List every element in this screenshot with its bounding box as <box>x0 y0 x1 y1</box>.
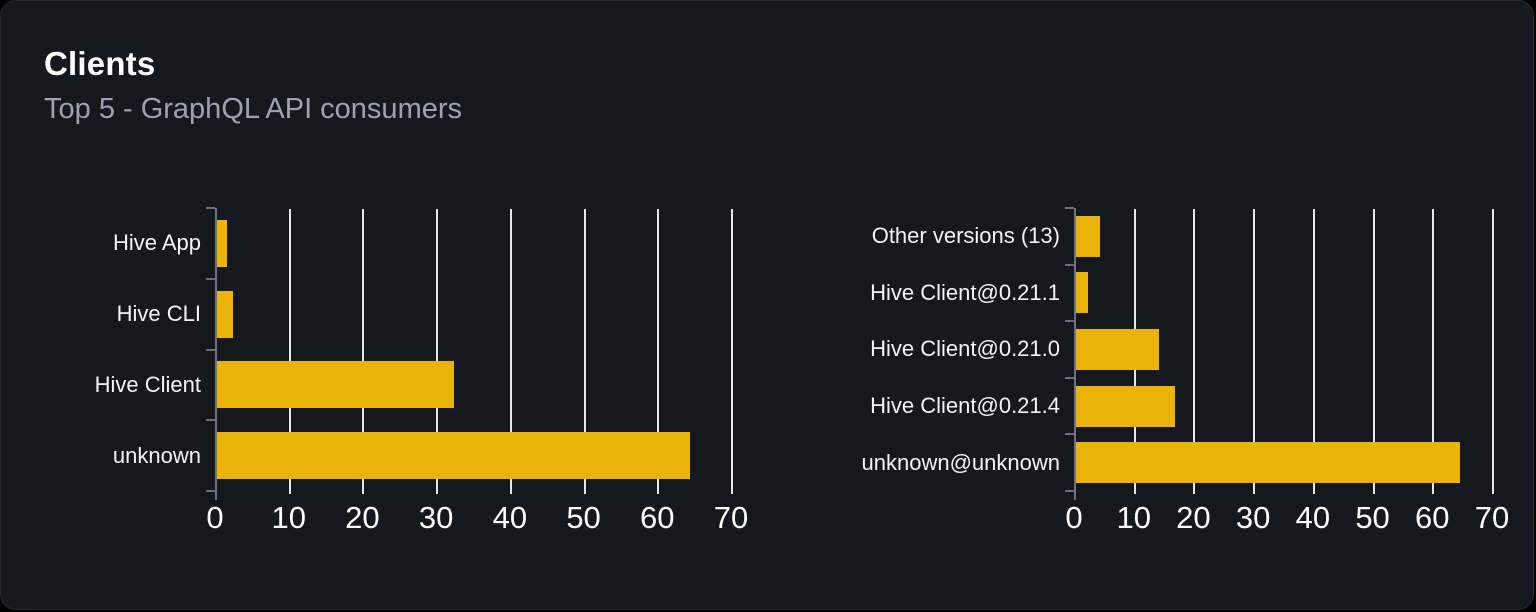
x-axis-tick-label: 10 <box>1116 500 1151 535</box>
bar <box>1076 442 1460 484</box>
x-axis-tick-label: 30 <box>1235 500 1271 535</box>
category-label: Hive App <box>112 230 201 256</box>
x-axis-tick-label: 30 <box>418 500 454 535</box>
category-label: Hive Client <box>94 371 201 397</box>
category-label: Hive CLI <box>116 301 201 327</box>
category-label: unknown <box>112 442 201 468</box>
bar <box>1076 215 1100 257</box>
y-axis-tick <box>206 277 215 280</box>
gridline <box>362 209 365 494</box>
plot-area: 0 10 20 30 40 50 60 70 <box>206 207 760 533</box>
category-labels: Hive App Hive CLI Hive Client unknown <box>44 208 215 491</box>
gridline <box>1193 209 1196 494</box>
y-axis-tick <box>1065 376 1074 379</box>
y-axis-tick <box>206 490 215 492</box>
y-axis-tick <box>206 348 215 351</box>
plot-area: 0 10 20 30 40 50 60 70 <box>1065 207 1509 533</box>
x-axis-origin-tick <box>215 491 217 500</box>
category-label: Hive Client@0.21.4 <box>870 393 1060 419</box>
category-label: Hive Client@0.21.0 <box>870 336 1060 362</box>
y-axis-tick <box>1065 263 1074 266</box>
bar <box>217 219 228 267</box>
gridline <box>1372 209 1375 494</box>
bar <box>217 432 691 480</box>
x-axis-tick-label: 40 <box>1295 500 1331 535</box>
x-axis-origin-tick <box>1074 491 1076 500</box>
card-title: Clients <box>44 45 156 82</box>
gridline <box>731 209 733 494</box>
gridline <box>1253 209 1256 494</box>
bar <box>1076 385 1175 427</box>
gridline <box>436 209 439 494</box>
y-axis-tick <box>1065 433 1074 436</box>
y-axis-line <box>1074 208 1076 493</box>
y-axis-tick <box>1065 207 1074 209</box>
x-axis-tick-label: 20 <box>345 500 380 535</box>
x-axis-tick-label: 10 <box>271 500 306 535</box>
gridline <box>1492 209 1494 494</box>
gridline <box>288 209 291 494</box>
x-axis-tick-label: 70 <box>1474 500 1510 535</box>
category-label: Other versions (13) <box>871 223 1060 249</box>
x-axis-tick-label: 70 <box>713 500 749 535</box>
y-axis-tick <box>206 207 215 209</box>
gridline <box>509 209 512 494</box>
x-axis-tick-label: 40 <box>492 500 528 535</box>
gridline <box>657 209 660 494</box>
category-label: Hive Client@0.21.1 <box>870 279 1060 305</box>
bar <box>217 361 454 409</box>
x-axis-tick-label: 60 <box>1415 500 1450 535</box>
y-axis-line <box>215 208 217 493</box>
y-axis-tick <box>1065 490 1074 492</box>
bar <box>1076 272 1088 314</box>
x-axis-tick-label: 0 <box>1065 500 1083 535</box>
gridline <box>1432 209 1435 494</box>
bar <box>1076 329 1159 370</box>
y-axis-tick <box>1065 320 1074 323</box>
gridline <box>583 209 586 494</box>
x-axis-tick-label: 20 <box>1176 500 1211 535</box>
category-label: unknown@unknown <box>861 449 1060 475</box>
gridline <box>1312 209 1315 494</box>
x-axis-tick-label: 0 <box>206 500 224 535</box>
x-axis-tick-label: 50 <box>566 500 601 535</box>
x-axis-tick-label: 50 <box>1355 500 1390 535</box>
x-axis-tick-label: 60 <box>640 500 675 535</box>
category-labels: Other versions (13) Hive Client@0.21.1 Hiv… <box>818 208 1074 491</box>
clients-bar-chart: Hive App Hive CLI Hive Client unknown 0 10 20… <box>44 207 760 533</box>
bar <box>217 290 234 338</box>
card-subtitle: Top 5 - GraphQL API consumers <box>44 93 463 125</box>
client-versions-bar-chart: Other versions (13) Hive Client@0.21.1 Hiv… <box>818 207 1509 533</box>
y-axis-tick <box>206 419 215 422</box>
